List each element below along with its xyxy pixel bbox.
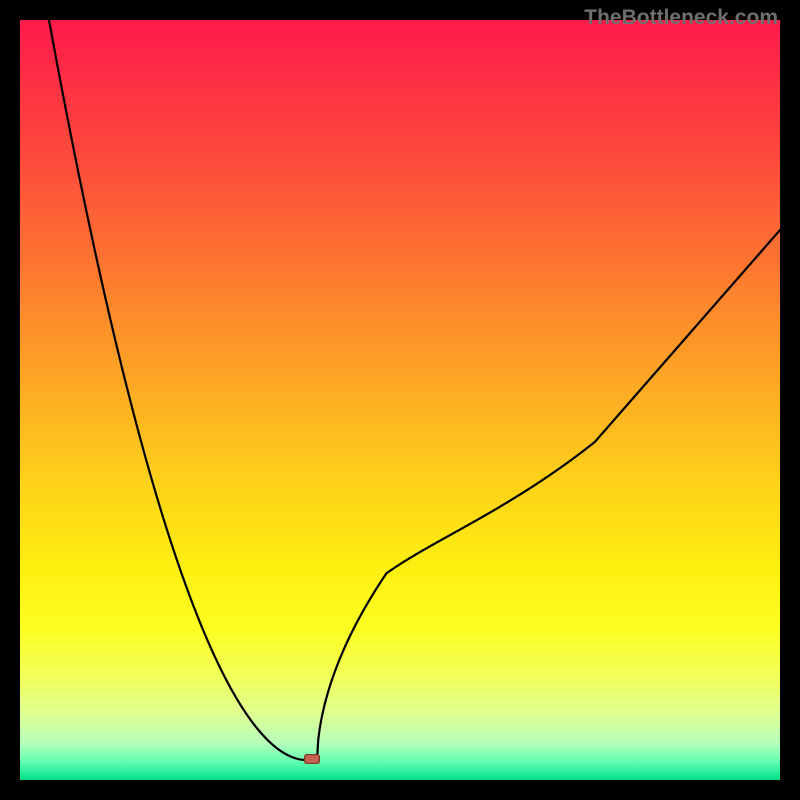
stage-root: TheBottleneck.com [0,0,800,800]
curve-right [317,230,780,760]
curve-left [49,20,306,760]
dip-marker [304,754,320,764]
plot-area [20,20,780,780]
bottleneck-curve-layer [20,20,780,780]
watermark-text: TheBottleneck.com [584,6,778,30]
